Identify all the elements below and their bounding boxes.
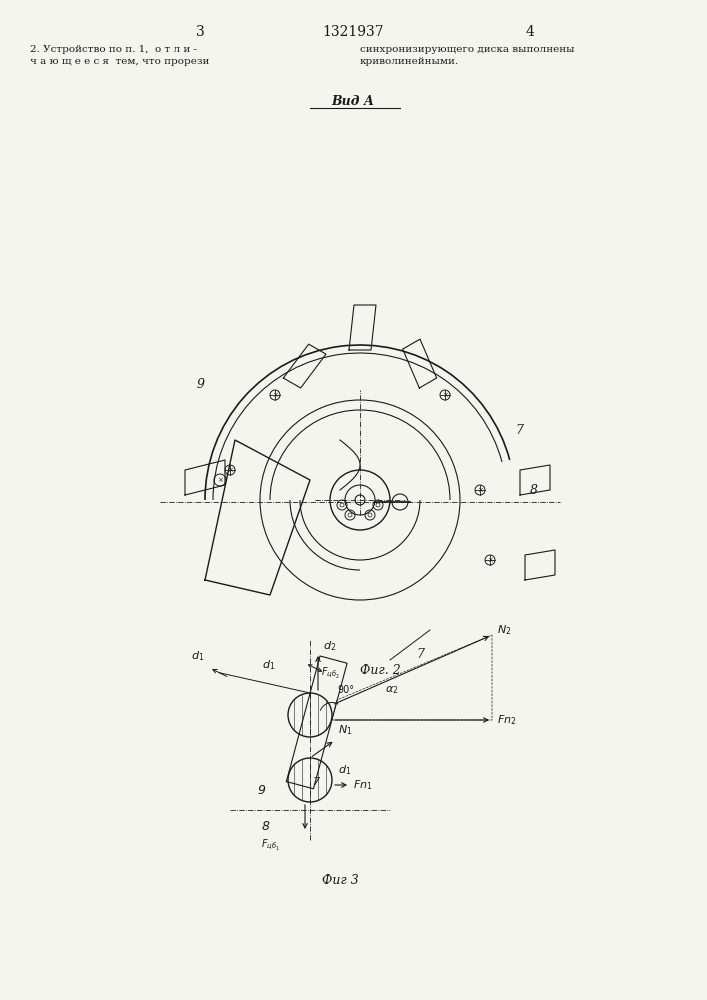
Text: Вид А: Вид А [332,95,375,108]
Text: $F_{цб_1}$: $F_{цб_1}$ [261,837,280,852]
Text: 7: 7 [313,777,320,787]
Text: $F_{цб_2}$: $F_{цб_2}$ [321,666,340,680]
Text: Фиг. 2: Фиг. 2 [360,664,400,676]
Text: 2. Устройство по п. 1,  о т л и -
ч а ю щ е е с я  тем, что прорези: 2. Устройство по п. 1, о т л и - ч а ю щ… [30,45,209,66]
Text: 1321937: 1321937 [322,25,384,39]
Text: 3: 3 [196,25,204,39]
Text: $d_1$: $d_1$ [338,763,351,777]
Text: 8: 8 [262,820,270,833]
Text: $Fn_1$: $Fn_1$ [353,778,373,792]
Text: 90°: 90° [337,685,354,695]
Text: $N_1$: $N_1$ [338,723,353,737]
Text: 9: 9 [257,784,265,796]
Text: $\alpha_2$: $\alpha_2$ [385,684,399,696]
Text: 7: 7 [515,424,523,436]
Text: $d_1$: $d_1$ [262,658,275,672]
Text: 4: 4 [525,25,534,39]
Text: $d_1$: $d_1$ [191,649,204,663]
Text: $N_2$: $N_2$ [497,623,511,637]
Text: 7: 7 [416,648,424,662]
Text: ×: × [217,477,223,483]
Text: 8: 8 [530,484,538,496]
Text: синхронизирующего диска выполнены
криволинейными.: синхронизирующего диска выполнены кривол… [360,45,575,66]
Text: $d_2$: $d_2$ [323,639,337,653]
Text: ×: × [442,392,448,398]
Text: $Fn_2$: $Fn_2$ [497,713,517,727]
Text: ×: × [227,467,233,473]
Text: 9: 9 [197,378,205,391]
Text: ×: × [487,557,493,563]
Text: Фиг 3: Фиг 3 [322,874,358,886]
Text: ×: × [477,487,483,493]
Text: ×: × [272,392,278,398]
